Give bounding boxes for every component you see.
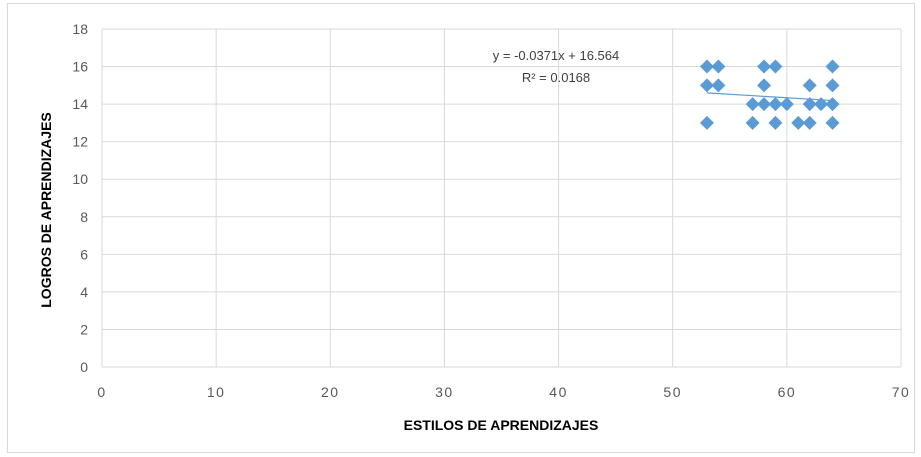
y-tick-label: 16 <box>72 59 88 75</box>
data-point <box>757 78 772 93</box>
y-axis-title: LOGROS DE APRENDIZAJES <box>38 112 54 308</box>
y-tick-label: 6 <box>80 246 88 262</box>
data-point <box>745 115 760 130</box>
data-point <box>825 78 840 93</box>
data-point <box>768 59 783 74</box>
data-point <box>802 115 817 130</box>
x-tick-label: 40 <box>549 384 568 400</box>
tick-labels: 0 2 4 6 8 10 12 14 16 18 0 10 20 30 40 50 60 70 <box>72 21 911 400</box>
data-point <box>802 78 817 93</box>
grid-lines <box>101 28 902 368</box>
data-point <box>699 115 714 130</box>
x-tick-label: 70 <box>892 384 911 400</box>
data-point <box>711 59 726 74</box>
data-points <box>699 59 840 130</box>
y-tick-label: 8 <box>80 209 88 225</box>
x-tick-label: 30 <box>435 384 454 400</box>
data-point <box>768 115 783 130</box>
data-point <box>757 59 772 74</box>
data-point <box>711 78 726 93</box>
x-tick-label: 20 <box>321 384 340 400</box>
x-tick-label: 50 <box>663 384 682 400</box>
y-tick-label: 14 <box>72 96 88 112</box>
y-tick-label: 2 <box>80 321 88 337</box>
y-tick-label: 4 <box>80 284 88 300</box>
trendline-group <box>706 92 833 102</box>
y-tick-label: 18 <box>72 21 88 37</box>
data-point <box>768 97 783 112</box>
x-axis-title: ESTILOS DE APRENDIZAJES <box>404 417 599 433</box>
y-tick-label: 10 <box>72 171 88 187</box>
y-tick-label: 12 <box>72 134 88 150</box>
y-tick-label: 0 <box>80 359 88 375</box>
data-point <box>825 115 840 130</box>
x-tick-label: 0 <box>97 384 106 400</box>
data-point <box>825 97 840 112</box>
data-point <box>825 59 840 74</box>
x-tick-label: 10 <box>207 384 226 400</box>
data-point <box>699 59 714 74</box>
data-point <box>699 78 714 93</box>
data-point <box>757 97 772 112</box>
data-point <box>814 97 829 112</box>
chart-frame <box>7 3 915 453</box>
trendline <box>706 92 833 102</box>
trendline-equation: y = -0.0371x + 16.564 <box>493 48 619 63</box>
data-point <box>745 97 760 112</box>
data-point <box>802 97 817 112</box>
trendline-r2: R² = 0.0168 <box>522 70 590 85</box>
x-tick-label: 60 <box>778 384 797 400</box>
data-point <box>779 97 794 112</box>
data-point <box>791 115 806 130</box>
